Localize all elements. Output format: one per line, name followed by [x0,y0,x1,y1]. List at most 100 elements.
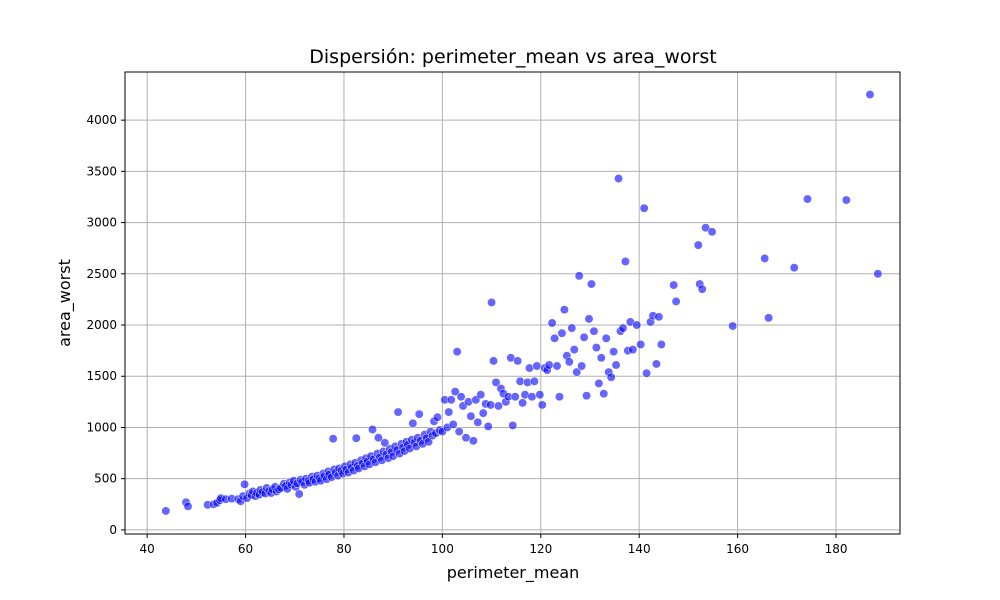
scatter-point [489,356,499,366]
scatter-point [368,425,377,434]
scatter-point [515,376,525,386]
scatter-point [596,353,606,363]
scatter-point [873,269,883,279]
scatter-point [351,433,361,443]
scatter-point [669,280,679,290]
scatter-point [594,378,604,388]
scatter-point [473,417,483,427]
scatter-point [656,340,666,349]
scatter-point [572,367,582,377]
scatter-point [446,395,456,405]
scatter-point [414,409,424,419]
scatter-point [240,479,250,489]
scatter-point [183,501,193,511]
scatter-point [450,387,460,397]
plot-area-frame [124,71,901,535]
y-tick-label: 3500 [86,164,117,178]
y-axis-ticks: 0 500 1000 1500 2000 2500 3000 3500 4000 [86,113,125,537]
scatter-point [564,357,574,367]
scatter-point [865,90,875,99]
grid-lines [125,72,900,534]
scatter-point [577,361,587,371]
scatter-point [552,361,562,371]
x-tick-label: 120 [529,542,552,556]
scatter-point [591,343,601,353]
x-axis-label: perimeter_mean [447,563,580,583]
scatter-point [550,333,560,343]
scatter-point [841,195,851,205]
scatter-point [433,412,442,422]
scatter-point [487,298,497,307]
scatter-point [559,305,569,315]
scatter-point [525,363,534,373]
y-tick-label: 2500 [86,267,117,281]
scatter-point [599,389,609,399]
scatter-point [454,427,464,437]
scatter-point [294,489,304,499]
scatter-point [537,400,547,410]
scatter-point [448,419,458,429]
scatter-point [693,240,703,250]
x-tick-label: 140 [628,542,651,556]
y-tick-label: 2000 [86,318,117,332]
scatter-point [544,360,554,370]
scatter-point [513,356,523,366]
scatter-point [582,391,592,401]
x-tick-label: 100 [431,542,454,556]
scatter-point [611,360,621,370]
scatter-point [654,312,664,322]
scatter-point [518,398,528,408]
scatter-point [639,203,649,213]
scatter-point [579,332,589,342]
scatter-point [508,420,518,430]
scatter-point [466,411,476,421]
scatter-point [764,313,774,323]
scatter-point [636,340,646,349]
scatter-point [632,320,642,330]
scatter-point [510,392,520,402]
scatter-point [373,433,383,443]
scatter-point [494,401,503,411]
y-tick-label: 500 [94,472,117,486]
scatter-point [620,257,630,266]
scatter-point [574,271,584,281]
scatter-point [486,400,496,410]
scatter-point [569,345,579,355]
scatter-point [532,361,542,371]
x-tick-label: 40 [140,542,155,556]
scatter-point [527,392,537,402]
x-tick-label: 160 [726,542,749,556]
scatter-point [380,438,390,448]
scatter-point [161,506,171,516]
scatter-point [483,421,493,431]
x-axis-ticks: 40 60 80 100 120 140 160 180 [140,534,848,556]
x-tick-label: 180 [825,542,848,556]
scatter-point [614,174,623,183]
x-tick-label: 60 [238,542,253,556]
scatter-point [444,407,454,417]
scatter-point [535,390,545,400]
scatter-point [567,323,577,333]
y-tick-label: 3000 [86,216,117,230]
data-points [161,90,883,516]
scatter-point [728,321,738,331]
scatter-point [584,314,594,324]
y-tick-label: 1000 [86,420,117,434]
chart-title: Dispersión: perimeter_mean vs area_worst [309,46,716,68]
scatter-point [408,418,418,428]
scatter-point [555,392,564,402]
scatter-point [609,347,619,357]
scatter-point [760,253,770,263]
scatter-point [628,345,638,355]
scatter-point [476,390,486,400]
scatter-point [618,323,628,333]
scatter-point [701,223,711,233]
scatter-point [456,392,466,402]
scatter-point [547,318,557,328]
scatter-point [464,397,473,407]
y-tick-label: 0 [109,523,117,537]
scatter-point [491,377,501,387]
scatter-point [328,434,338,444]
scatter-point [587,279,596,289]
